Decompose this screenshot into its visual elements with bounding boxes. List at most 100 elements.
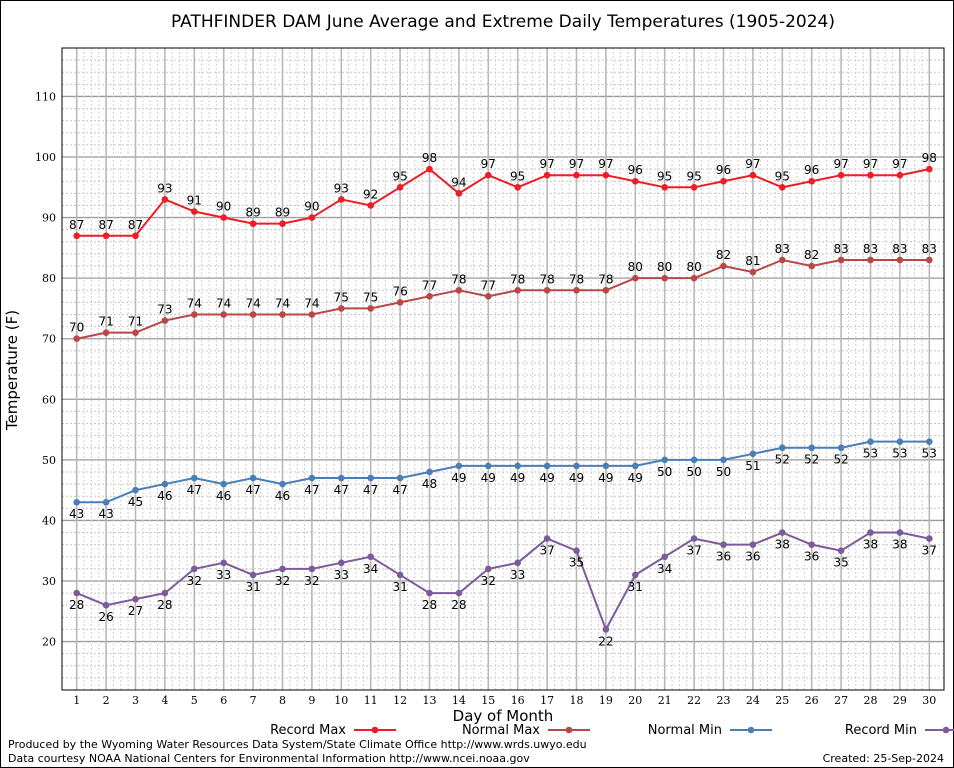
data-label-record-max: 97 [863,157,878,171]
data-point-normal-min [485,462,492,470]
y-axis-label: Temperature (F) [3,310,21,431]
x-tick-label: 3 [132,694,139,707]
data-label-record-max: 97 [481,157,496,171]
data-point-record-min [249,571,257,579]
x-tick-label: 14 [452,694,466,707]
data-label-record-max: 96 [628,163,643,177]
data-point-normal-max [367,305,375,312]
data-point-record-min [808,541,815,548]
data-point-normal-min [396,474,404,482]
data-point-record-min [191,565,198,573]
data-point-record-max [191,208,198,215]
data-label-normal-max: 71 [98,315,113,329]
data-point-record-max [573,171,580,179]
data-label-record-max: 95 [686,169,701,183]
data-label-record-max: 96 [804,163,819,177]
data-point-normal-min [837,444,845,452]
data-label-record-min: 33 [510,568,525,582]
data-label-record-max: 91 [187,194,202,208]
data-point-record-min [132,595,139,603]
data-label-record-min: 38 [775,538,790,552]
series-line-record-min [76,531,930,632]
data-label-record-min: 34 [363,562,378,576]
data-point-normal-max [161,317,169,324]
data-point-normal-min [690,456,698,464]
data-label-normal-max: 83 [922,242,937,256]
data-point-record-min [779,529,786,536]
data-label-record-max: 97 [598,157,613,171]
data-label-record-min: 31 [245,580,260,594]
data-point-record-max [338,196,345,203]
data-label-normal-max: 74 [304,296,319,310]
data-point-normal-max [220,311,227,318]
x-tick-label: 6 [220,694,227,707]
data-point-record-min [396,571,404,579]
x-tick-label: 21 [658,694,672,707]
data-point-record-max [661,184,668,191]
data-point-record-min [720,541,727,548]
data-label-record-max: 97 [892,157,907,171]
data-label-normal-max: 78 [510,272,525,286]
data-label-normal-max: 73 [157,303,172,317]
data-point-record-min [308,565,316,573]
x-axis: 1 2 3 4 5 6 7 8 9 10 11 12 13 14 15 16 17 18 19 20 21 22 23 24 2… [73,694,936,707]
data-point-record-max [720,177,727,185]
data-label-normal-max: 83 [775,242,790,256]
data-label-normal-max: 83 [833,242,848,256]
data-point-record-min [867,529,874,536]
data-label-record-max: 97 [833,157,848,171]
data-point-normal-min [896,438,904,445]
y-tick-label: 110 [35,90,56,103]
legend-swatch-marker [371,726,379,734]
data-point-normal-min [249,474,257,482]
x-tick-label: 22 [687,694,701,707]
data-label-normal-max: 70 [69,321,84,335]
data-point-normal-max [749,268,757,276]
data-point-normal-max [867,256,874,264]
data-label-record-min: 36 [716,550,731,564]
data-label-normal-max: 81 [745,254,760,268]
y-tick-label: 70 [42,333,56,346]
y-tick-label: 80 [42,272,56,285]
data-label-record-min: 36 [804,550,819,564]
x-tick-label: 25 [775,694,789,707]
grid [62,47,944,691]
data-label-normal-max: 78 [451,272,466,286]
data-point-record-min [426,589,433,597]
data-point-normal-max [132,329,139,336]
data-label-record-min: 36 [745,550,760,564]
data-label-normal-max: 77 [481,278,496,292]
data-label-record-max: 87 [128,218,143,232]
data-point-record-max [808,177,815,185]
data-label-normal-min: 51 [745,459,760,473]
x-tick-label: 11 [364,694,378,707]
data-label-normal-min: 50 [657,465,672,479]
data-point-record-min [896,529,904,536]
data-label-normal-min: 49 [539,471,554,485]
data-point-record-min [73,589,80,597]
x-tick-label: 29 [893,694,907,707]
data-label-record-max: 95 [657,169,672,183]
data-label-normal-min: 52 [833,453,848,467]
series-layer: 87 87 87 93 91 90 89 89 90 93 92 95 98 94 97 95 97 97 97 96… [69,151,937,648]
data-label-normal-min: 47 [304,483,319,497]
data-point-normal-max [426,293,433,300]
x-tick-label: 5 [191,694,198,707]
data-point-record-max [220,214,227,221]
data-label-normal-max: 80 [686,260,701,274]
data-point-record-min [602,626,610,633]
data-point-normal-max [720,262,727,270]
data-label-normal-min: 52 [804,453,819,467]
x-tick-label: 10 [334,694,348,707]
data-label-normal-min: 53 [922,447,937,461]
data-point-normal-min [926,438,933,445]
data-point-record-max [102,232,110,240]
data-point-normal-min [632,462,639,470]
data-label-record-max: 93 [157,181,172,195]
x-tick-label: 9 [308,694,315,707]
data-label-normal-min: 47 [392,483,407,497]
data-label-record-min: 38 [863,538,878,552]
series-line-record-max [76,167,930,237]
x-tick-label: 15 [481,694,495,707]
data-point-record-min [749,541,757,548]
